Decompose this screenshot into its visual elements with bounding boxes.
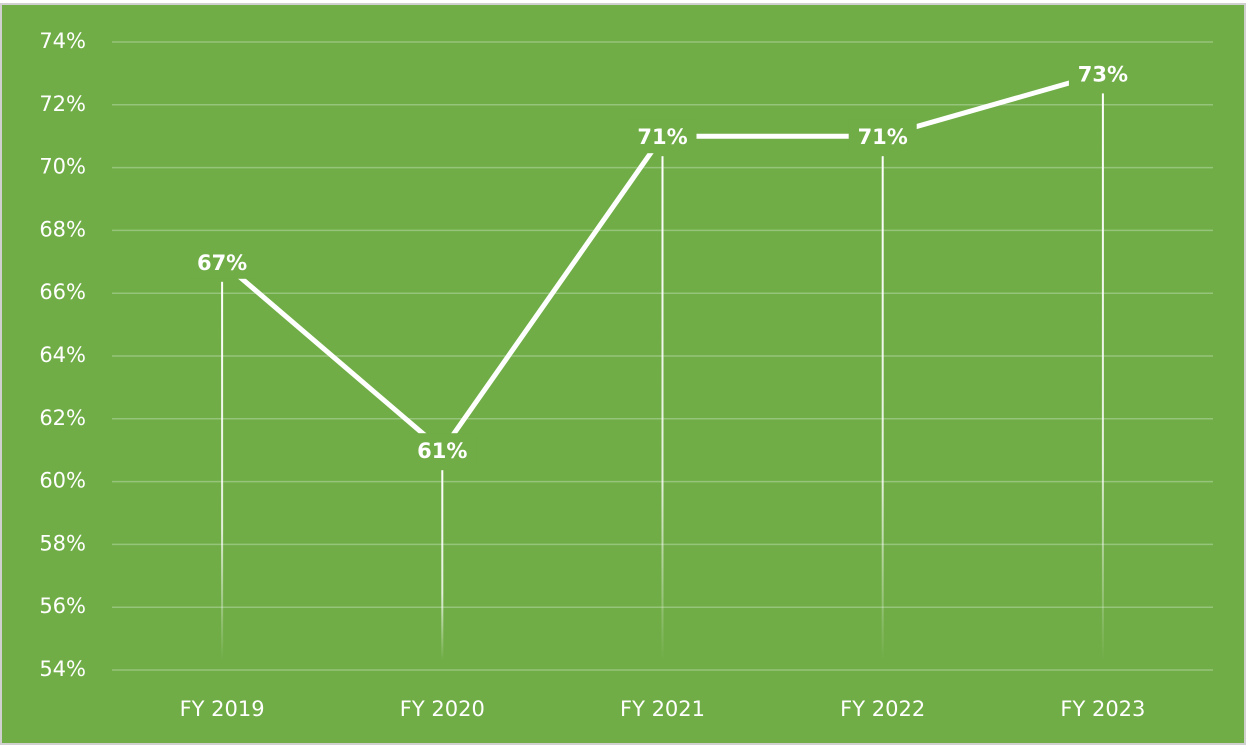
x-tick-label: FY 2023 bbox=[1060, 697, 1145, 721]
drop-line bbox=[881, 156, 884, 660]
data-label: 73% bbox=[1078, 62, 1128, 86]
data-label-bg bbox=[628, 119, 697, 154]
y-tick-label: 60% bbox=[39, 469, 86, 493]
y-tick-label: 64% bbox=[39, 343, 86, 367]
y-tick-label: 70% bbox=[39, 155, 86, 179]
data-label: 67% bbox=[197, 251, 247, 275]
x-tick-label: FY 2021 bbox=[620, 697, 705, 721]
drop-line bbox=[1101, 93, 1104, 660]
y-tick-label: 54% bbox=[39, 657, 86, 681]
y-tick-label: 66% bbox=[39, 280, 86, 304]
chart-background bbox=[0, 3, 1246, 745]
data-label-bg bbox=[188, 244, 257, 279]
data-label: 71% bbox=[858, 125, 908, 149]
drop-line bbox=[221, 281, 224, 660]
x-tick-label: FY 2019 bbox=[180, 697, 265, 721]
y-tick-label: 68% bbox=[39, 217, 86, 241]
x-tick-label: FY 2020 bbox=[400, 697, 485, 721]
data-label: 71% bbox=[637, 125, 687, 149]
data-label: 61% bbox=[417, 439, 467, 463]
drop-line bbox=[441, 470, 444, 660]
y-tick-label: 62% bbox=[39, 406, 86, 430]
data-label-bg bbox=[408, 433, 477, 468]
y-tick-label: 74% bbox=[39, 29, 86, 53]
x-tick-label: FY 2022 bbox=[840, 697, 925, 721]
y-tick-label: 58% bbox=[39, 531, 86, 555]
y-tick-label: 72% bbox=[39, 92, 86, 116]
y-tick-label: 56% bbox=[39, 594, 86, 618]
data-label-bg bbox=[848, 119, 917, 154]
drop-line bbox=[661, 156, 664, 660]
data-label-bg bbox=[1068, 56, 1137, 91]
